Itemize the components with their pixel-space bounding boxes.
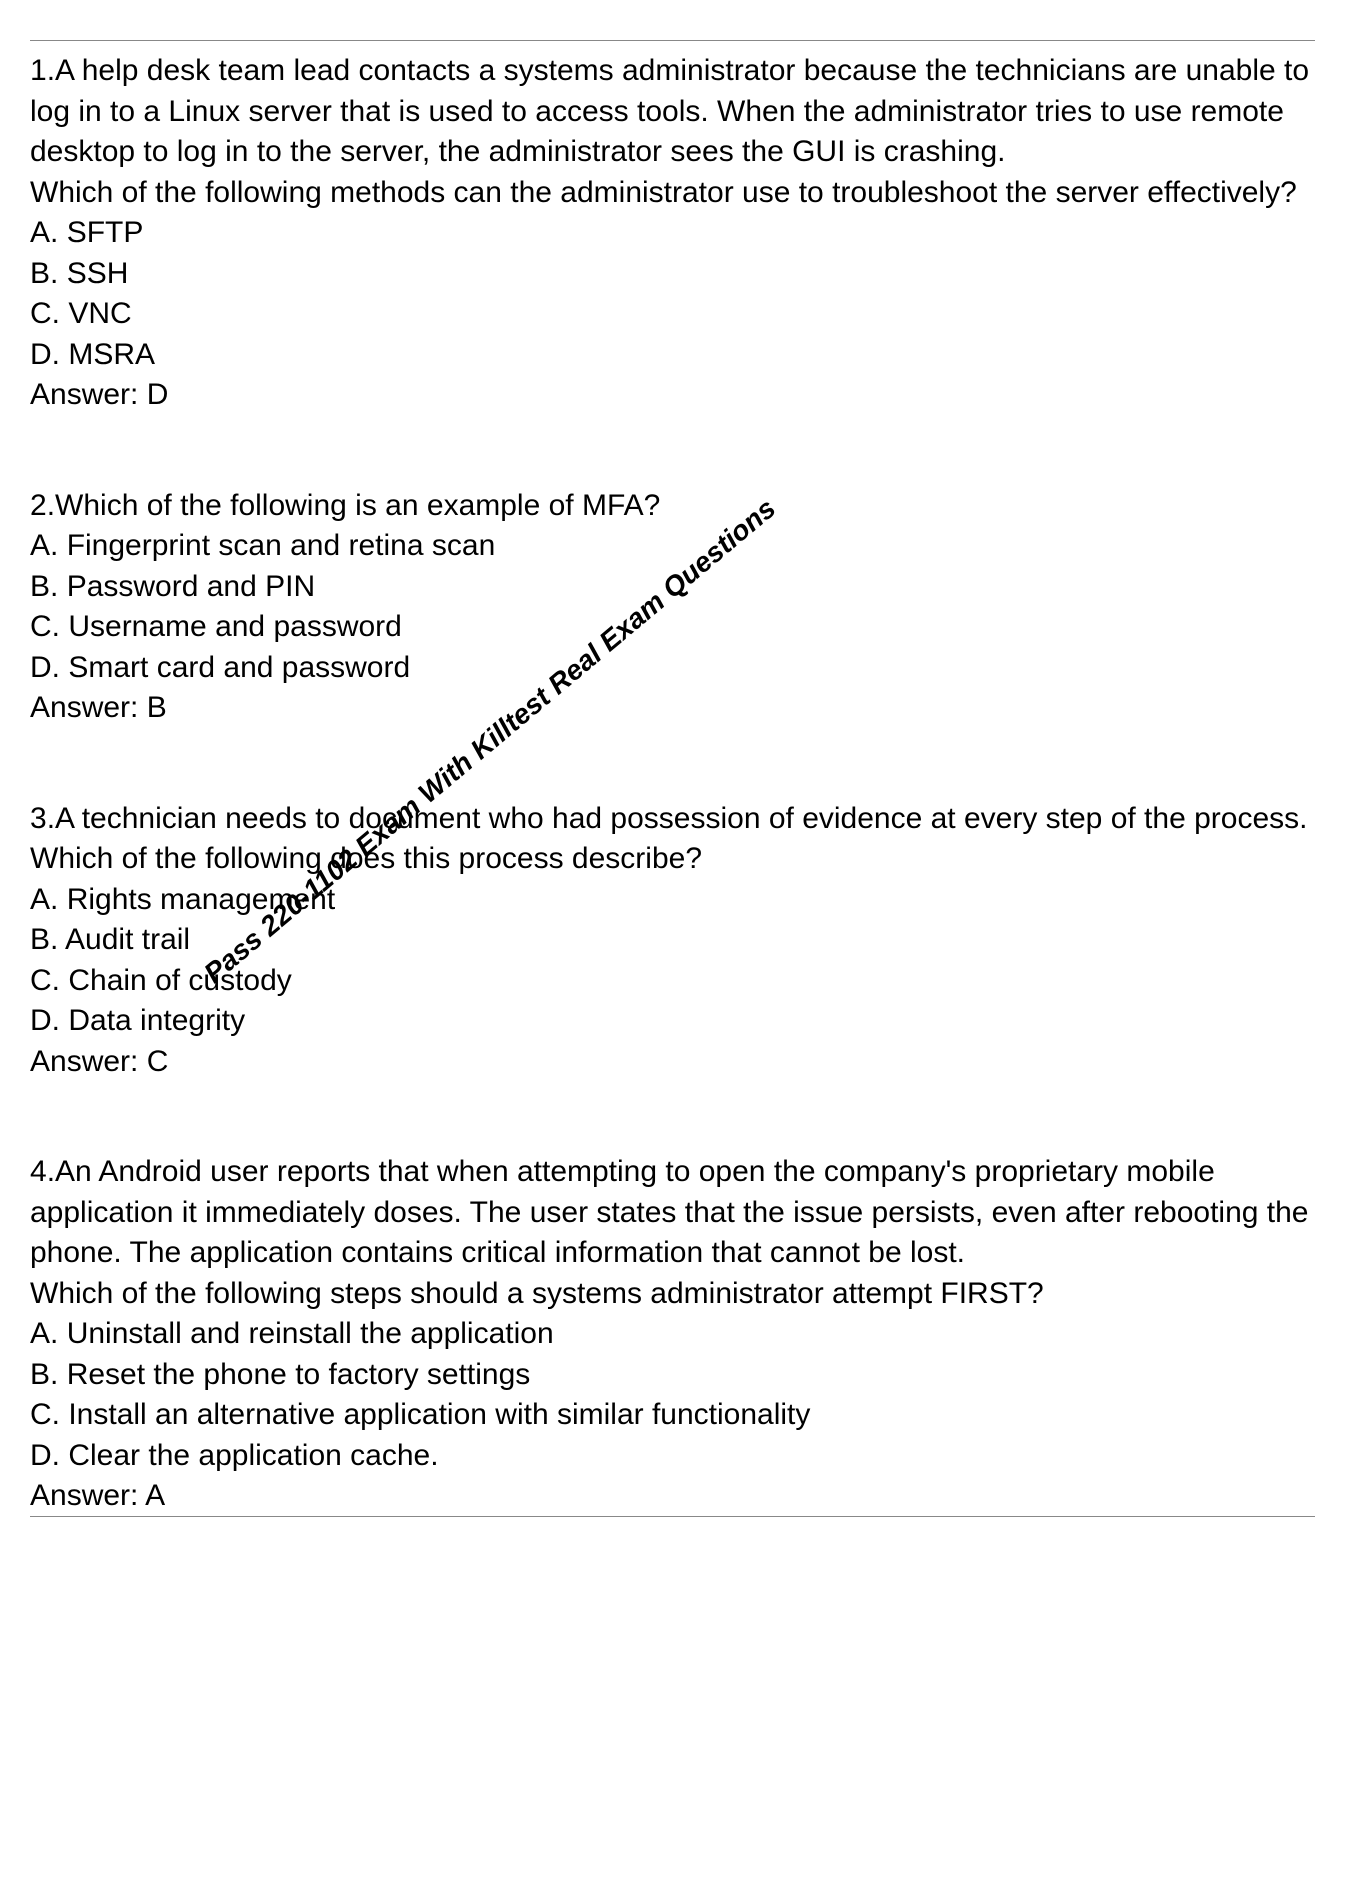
question-1-stem: 1.A help desk team lead contacts a syste… [30, 51, 1315, 173]
page-container: Pass 220-1102 Exam With Killtest Real Ex… [0, 0, 1345, 1597]
question-2: 2.Which of the following is an example o… [30, 486, 1315, 729]
question-1-option-d: D. MSRA [30, 335, 1315, 376]
question-1-option-b: B. SSH [30, 254, 1315, 295]
question-2-option-a: A. Fingerprint scan and retina scan [30, 526, 1315, 567]
question-3: 3.A technician needs to document who had… [30, 799, 1315, 1083]
question-3-option-a: A. Rights management [30, 880, 1315, 921]
question-1-answer: Answer: D [30, 375, 1315, 416]
question-1-prompt: Which of the following methods can the a… [30, 173, 1315, 214]
question-4-prompt: Which of the following steps should a sy… [30, 1274, 1315, 1315]
question-1: 1.A help desk team lead contacts a syste… [30, 51, 1315, 416]
question-4-option-b: B. Reset the phone to factory settings [30, 1355, 1315, 1396]
question-4-option-a: A. Uninstall and reinstall the applicati… [30, 1314, 1315, 1355]
question-3-option-d: D. Data integrity [30, 1001, 1315, 1042]
question-1-option-a: A. SFTP [30, 213, 1315, 254]
question-3-option-c: C. Chain of custody [30, 961, 1315, 1002]
question-4: 4.An Android user reports that when atte… [30, 1152, 1315, 1517]
question-4-option-c: C. Install an alternative application wi… [30, 1395, 1315, 1436]
question-2-answer: Answer: B [30, 688, 1315, 729]
question-4-answer: Answer: A [30, 1476, 1315, 1517]
question-3-answer: Answer: C [30, 1042, 1315, 1083]
question-2-stem: 2.Which of the following is an example o… [30, 486, 1315, 527]
question-3-option-b: B. Audit trail [30, 920, 1315, 961]
question-1-option-c: C. VNC [30, 294, 1315, 335]
question-4-stem: 4.An Android user reports that when atte… [30, 1152, 1315, 1274]
bottom-rule [30, 1516, 1315, 1517]
question-2-option-d: D. Smart card and password [30, 648, 1315, 689]
content-area: Pass 220-1102 Exam With Killtest Real Ex… [30, 41, 1315, 1557]
question-2-option-c: C. Username and password [30, 607, 1315, 648]
question-3-prompt: Which of the following does this process… [30, 839, 1315, 880]
question-4-option-d: D. Clear the application cache. [30, 1436, 1315, 1477]
question-2-option-b: B. Password and PIN [30, 567, 1315, 608]
question-3-stem: 3.A technician needs to document who had… [30, 799, 1315, 840]
